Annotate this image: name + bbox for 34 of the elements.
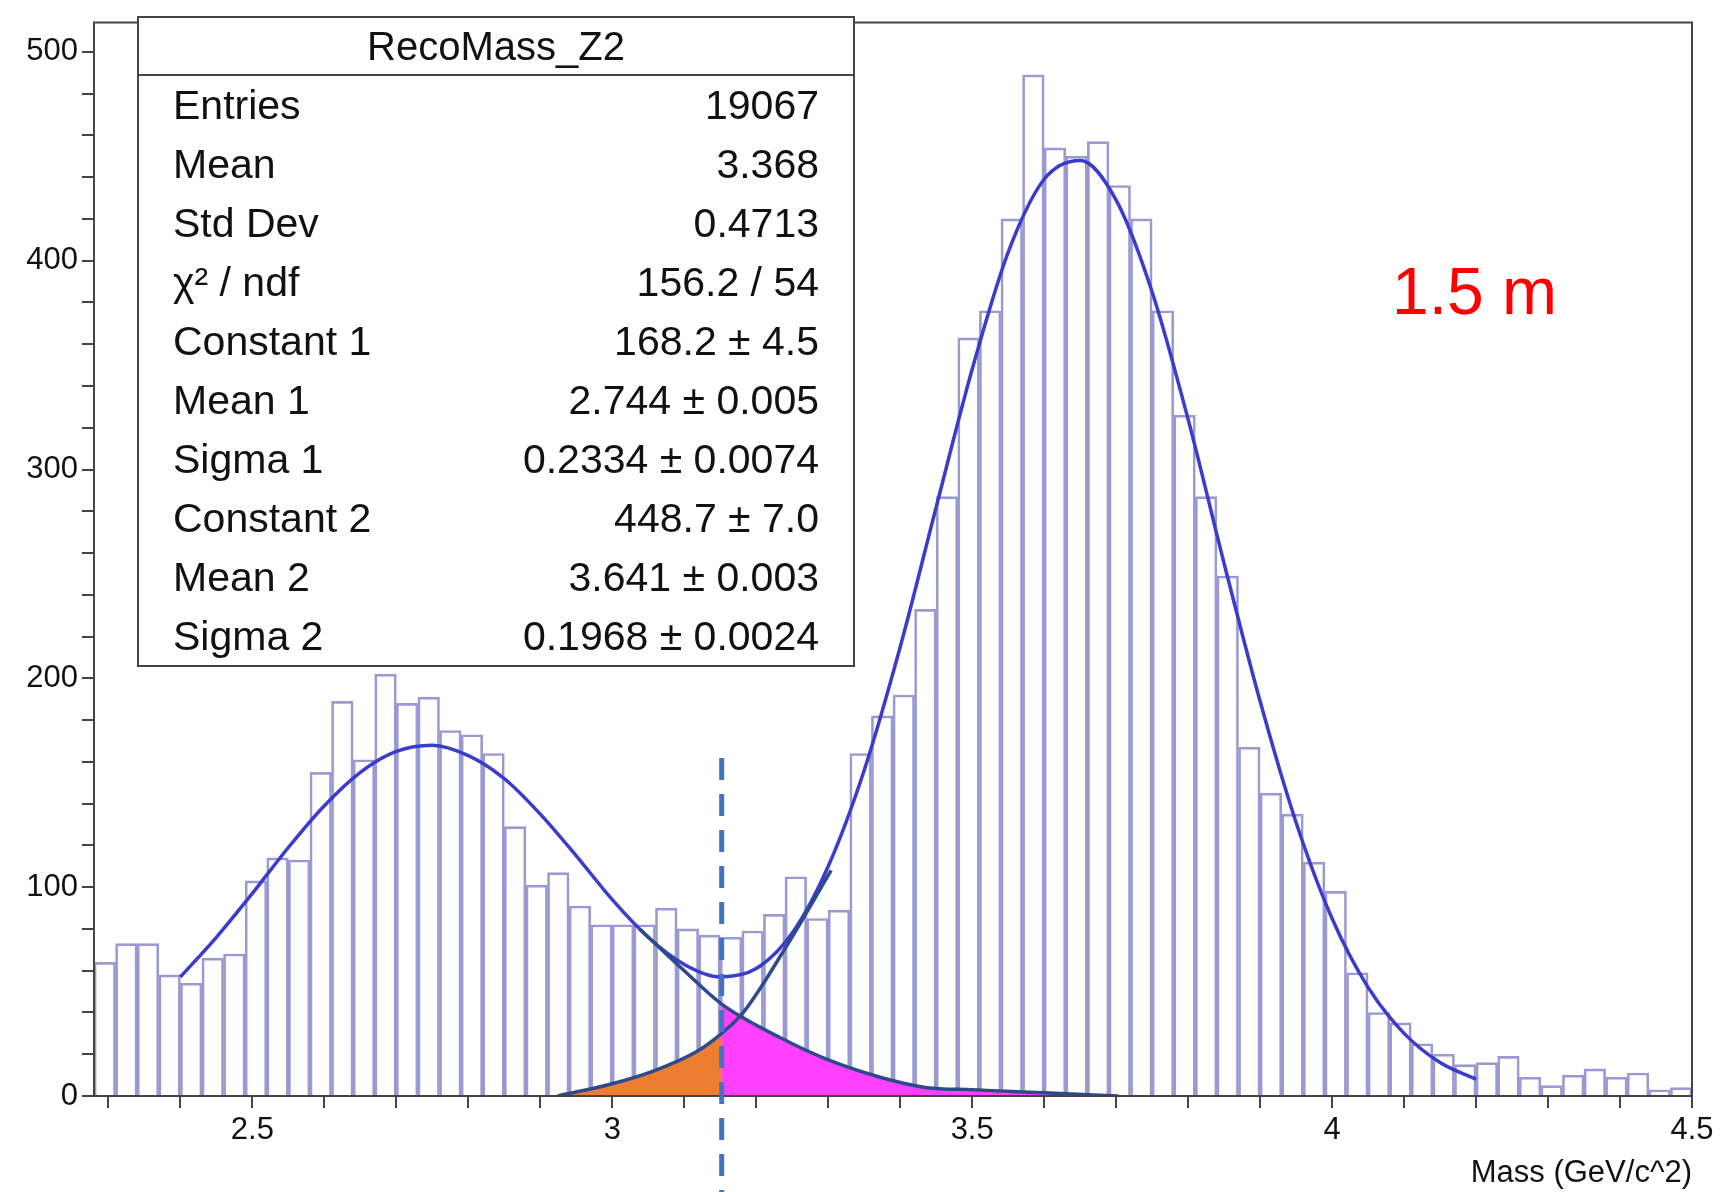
y-tick-label: 100: [26, 867, 78, 903]
chart-title: RecoMass_Z2: [139, 18, 853, 76]
annotation: Sigma 1: [173, 435, 324, 484]
annotation: 168.2 ± 4.5: [614, 317, 819, 366]
annotation: Entries: [173, 81, 301, 130]
annotation: 3.368: [716, 140, 819, 189]
x-tick-label: 4: [1323, 1111, 1341, 1147]
annotation: Mean 2: [173, 553, 310, 602]
x-tick-label: 2.5: [230, 1111, 274, 1147]
annotation: Constant 1: [173, 317, 372, 366]
annotation: Mean: [173, 140, 276, 189]
annotation: 0.1968 ± 0.0024: [522, 612, 819, 661]
annotation: Sigma 2: [173, 612, 324, 661]
annotation: 0.2334 ± 0.0074: [522, 435, 819, 484]
x-tick-label: 4.5: [1670, 1111, 1714, 1147]
annotation: 448.7 ± 7.0: [614, 494, 819, 543]
annotation: 1.5 m: [1392, 254, 1558, 328]
annotation: Std Dev: [173, 199, 319, 248]
annotation: 0.4713: [693, 199, 819, 248]
y-tick-label: 500: [26, 32, 78, 68]
annotation: χ² / ndf: [173, 258, 300, 307]
y-tick-label: 200: [26, 658, 78, 694]
y-tick-label: 400: [26, 241, 78, 277]
annotation: 2.744 ± 0.005: [568, 376, 819, 425]
x-tick-label: 3.5: [950, 1111, 994, 1147]
y-tick-label: 300: [26, 450, 78, 486]
annotation: 156.2 / 54: [636, 258, 819, 307]
annotation: 19067: [704, 81, 819, 130]
annotation: 3.641 ± 0.003: [568, 553, 819, 602]
annotation: Mean 1: [173, 376, 310, 425]
x-tick-label: 3: [603, 1111, 621, 1147]
y-tick-label: 0: [60, 1076, 78, 1112]
x-axis-title: Mass (GeV/c^2): [1470, 1153, 1692, 1189]
annotation: Constant 2: [173, 494, 372, 543]
